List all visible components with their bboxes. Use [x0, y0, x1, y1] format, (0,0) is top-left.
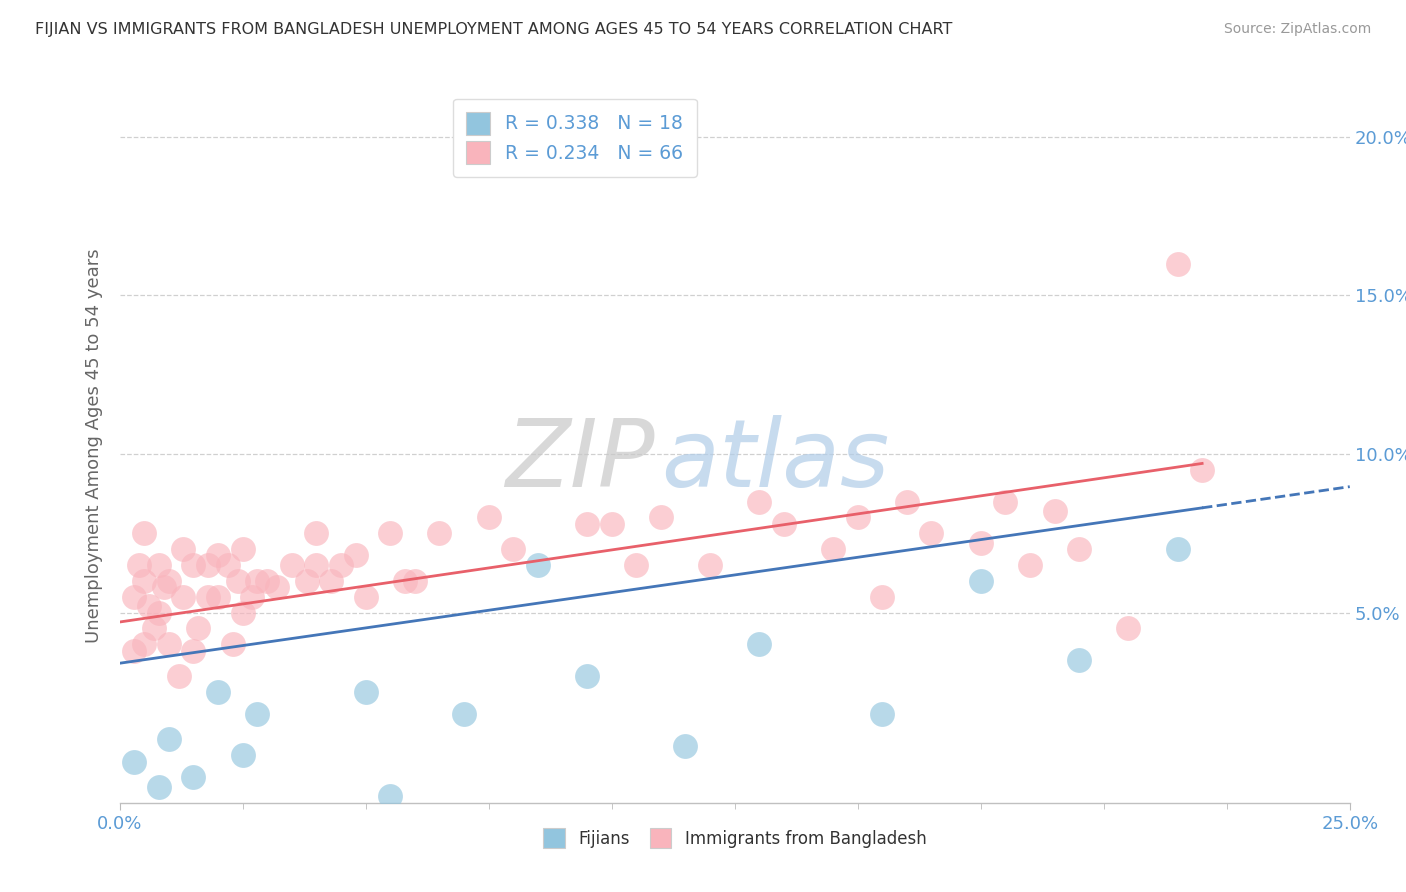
Point — [153, 580, 174, 594]
Point — [380, 789, 402, 804]
Point — [354, 590, 377, 604]
Point — [576, 669, 599, 683]
Point — [124, 590, 146, 604]
Point — [1166, 257, 1188, 271]
Point — [1191, 463, 1213, 477]
Point — [699, 558, 721, 572]
Point — [994, 494, 1017, 508]
Point — [132, 574, 156, 588]
Point — [921, 526, 943, 541]
Point — [207, 590, 229, 604]
Point — [404, 574, 426, 588]
Point — [128, 558, 150, 572]
Point — [197, 590, 219, 604]
Point — [172, 590, 194, 604]
Point — [183, 558, 205, 572]
Point — [207, 685, 229, 699]
Point — [1166, 542, 1188, 557]
Point — [217, 558, 239, 572]
Point — [305, 558, 328, 572]
Point — [427, 526, 450, 541]
Point — [394, 574, 416, 588]
Point — [157, 637, 180, 651]
Point — [132, 637, 156, 651]
Point — [600, 516, 623, 531]
Point — [124, 643, 146, 657]
Point — [329, 558, 352, 572]
Text: FIJIAN VS IMMIGRANTS FROM BANGLADESH UNEMPLOYMENT AMONG AGES 45 TO 54 YEARS CORR: FIJIAN VS IMMIGRANTS FROM BANGLADESH UNE… — [35, 22, 952, 37]
Text: atlas: atlas — [661, 415, 889, 506]
Point — [143, 621, 166, 635]
Legend: Fijians, Immigrants from Bangladesh: Fijians, Immigrants from Bangladesh — [536, 822, 934, 855]
Point — [321, 574, 343, 588]
Point — [132, 526, 156, 541]
Point — [138, 599, 160, 614]
Point — [896, 494, 918, 508]
Point — [1069, 653, 1091, 667]
Point — [226, 574, 249, 588]
Text: Source: ZipAtlas.com: Source: ZipAtlas.com — [1223, 22, 1371, 37]
Point — [242, 590, 264, 604]
Point — [207, 549, 229, 563]
Point — [148, 606, 170, 620]
Point — [675, 739, 697, 753]
Point — [846, 510, 869, 524]
Point — [624, 558, 647, 572]
Point — [453, 706, 475, 721]
Point — [576, 516, 599, 531]
Point — [1069, 542, 1091, 557]
Point — [222, 637, 245, 651]
Point — [650, 510, 672, 524]
Point — [1018, 558, 1040, 572]
Point — [773, 516, 796, 531]
Point — [477, 510, 501, 524]
Point — [157, 732, 180, 747]
Point — [970, 535, 993, 549]
Text: ZIP: ZIP — [505, 415, 655, 506]
Point — [344, 549, 367, 563]
Point — [295, 574, 318, 588]
Point — [1118, 621, 1140, 635]
Point — [148, 558, 170, 572]
Point — [305, 526, 328, 541]
Point — [246, 574, 269, 588]
Y-axis label: Unemployment Among Ages 45 to 54 years: Unemployment Among Ages 45 to 54 years — [84, 249, 103, 643]
Point — [748, 494, 770, 508]
Point — [266, 580, 288, 594]
Point — [183, 771, 205, 785]
Point — [231, 748, 254, 763]
Point — [124, 755, 146, 769]
Point — [157, 574, 180, 588]
Point — [187, 621, 209, 635]
Point — [970, 574, 993, 588]
Point — [502, 542, 524, 557]
Point — [281, 558, 304, 572]
Point — [527, 558, 550, 572]
Point — [231, 606, 254, 620]
Point — [872, 706, 894, 721]
Point — [821, 542, 844, 557]
Point — [1043, 504, 1066, 518]
Point — [354, 685, 377, 699]
Point — [148, 780, 170, 794]
Point — [231, 542, 254, 557]
Point — [197, 558, 219, 572]
Point — [872, 590, 894, 604]
Point — [380, 526, 402, 541]
Point — [748, 637, 770, 651]
Point — [172, 542, 194, 557]
Point — [246, 706, 269, 721]
Point — [167, 669, 190, 683]
Point — [183, 643, 205, 657]
Point — [256, 574, 278, 588]
